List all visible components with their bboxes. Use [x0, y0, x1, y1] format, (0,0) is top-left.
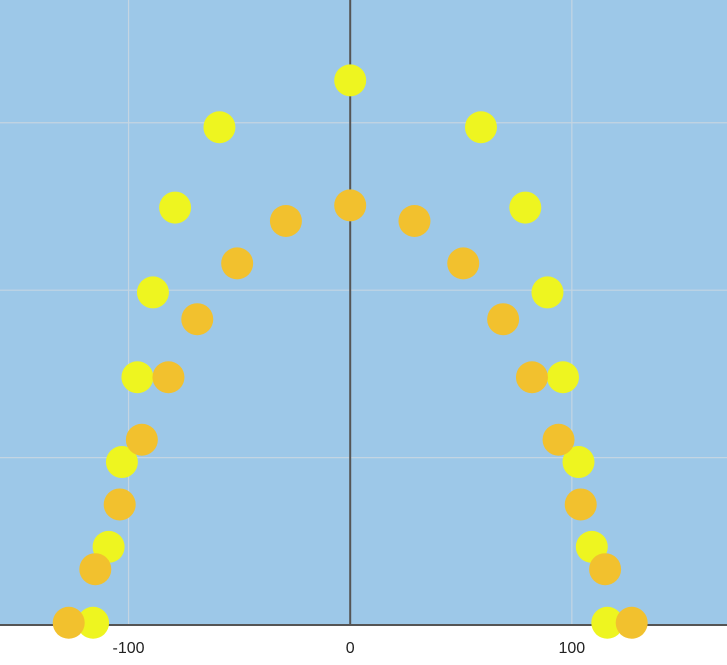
data-point	[103, 488, 136, 521]
data-point	[52, 606, 85, 639]
data-point	[515, 361, 548, 394]
data-point	[531, 276, 564, 309]
data-point	[105, 446, 138, 479]
data-point	[615, 606, 648, 639]
data-point	[334, 189, 367, 222]
data-point	[398, 204, 431, 237]
data-point	[447, 247, 480, 280]
data-point	[79, 553, 112, 586]
data-point	[159, 191, 192, 224]
x-tick-labels: -100 0 100	[113, 640, 586, 657]
data-point	[487, 303, 520, 336]
data-point	[464, 111, 497, 144]
data-point	[121, 361, 154, 394]
x-tick-label: 100	[558, 640, 585, 657]
data-point	[562, 446, 595, 479]
data-points	[52, 64, 648, 639]
data-point	[589, 553, 622, 586]
data-point	[221, 247, 254, 280]
data-point	[136, 276, 169, 309]
data-point	[564, 488, 597, 521]
data-point	[334, 64, 367, 97]
data-point	[181, 303, 214, 336]
data-point	[203, 111, 236, 144]
data-point	[509, 191, 542, 224]
plot-background	[0, 0, 727, 625]
data-point	[591, 606, 624, 639]
data-point	[77, 606, 110, 639]
x-tick-label: 0	[346, 640, 355, 657]
data-point	[546, 361, 579, 394]
data-point	[125, 423, 158, 456]
x-tick-label: -100	[113, 640, 145, 657]
data-point	[542, 423, 575, 456]
data-point	[269, 204, 302, 237]
data-point	[152, 361, 185, 394]
